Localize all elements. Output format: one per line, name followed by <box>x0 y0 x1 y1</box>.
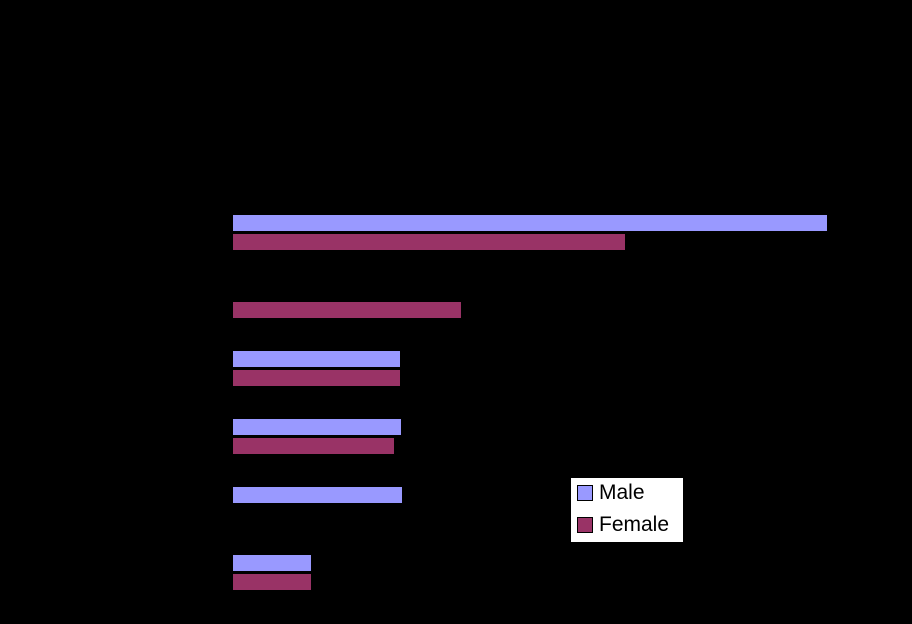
bar-male <box>232 350 401 368</box>
data-label: 2,383 <box>832 213 878 233</box>
data-label: 674 <box>405 349 436 369</box>
x-tick: 1,000 <box>456 156 508 178</box>
legend-item-female: Female <box>577 513 669 536</box>
bar-male <box>232 282 234 300</box>
data-label: 676 <box>406 368 437 388</box>
bar-female <box>232 233 626 251</box>
bar-female <box>232 437 395 455</box>
category-label: Lymphoid & Blood Forming Tissues <box>50 412 212 462</box>
title-line-1: Deaths by Leading Cancer Sites, <box>236 30 676 63</box>
legend-item-male: Male <box>577 481 645 504</box>
data-label: 0 <box>237 504 248 524</box>
female-swatch-icon <box>577 517 593 533</box>
bar-male <box>232 486 403 504</box>
data-label: 1,576 <box>631 232 677 252</box>
bar-male <box>232 214 828 232</box>
x-tick: 1,500 <box>581 156 633 178</box>
data-label: 678 <box>406 417 437 437</box>
legend: Male Female <box>570 477 684 543</box>
x-tick: 500 <box>340 156 374 178</box>
x-tick: 0 <box>226 156 238 178</box>
chart-title: Deaths by Leading Cancer Sites, by Sex, … <box>0 28 912 104</box>
bar-male <box>232 418 402 436</box>
category-label: Respiratory System <box>37 222 213 244</box>
bar-male <box>232 554 313 572</box>
bar-female <box>232 369 401 387</box>
category-label: Breast <box>154 290 212 312</box>
data-label: 682 <box>407 485 438 505</box>
data-label: 320 <box>317 572 348 592</box>
bar-female <box>232 301 462 319</box>
data-label: 651 <box>399 436 430 456</box>
title-line-2: by Sex, Indiana 2007 <box>315 68 597 101</box>
category-label: Prostate <box>137 492 212 514</box>
data-label: 321 <box>317 553 348 573</box>
category-label: Colon, Rectum & Anus <box>60 344 212 394</box>
bar-female <box>232 573 312 591</box>
data-label: 918 <box>466 300 497 320</box>
male-swatch-icon <box>577 485 593 501</box>
x-tick: 2,000 <box>706 156 758 178</box>
data-label: 8 <box>239 281 250 301</box>
category-label: Pancreas <box>127 560 213 582</box>
x-tick: 2,500 <box>831 156 883 178</box>
